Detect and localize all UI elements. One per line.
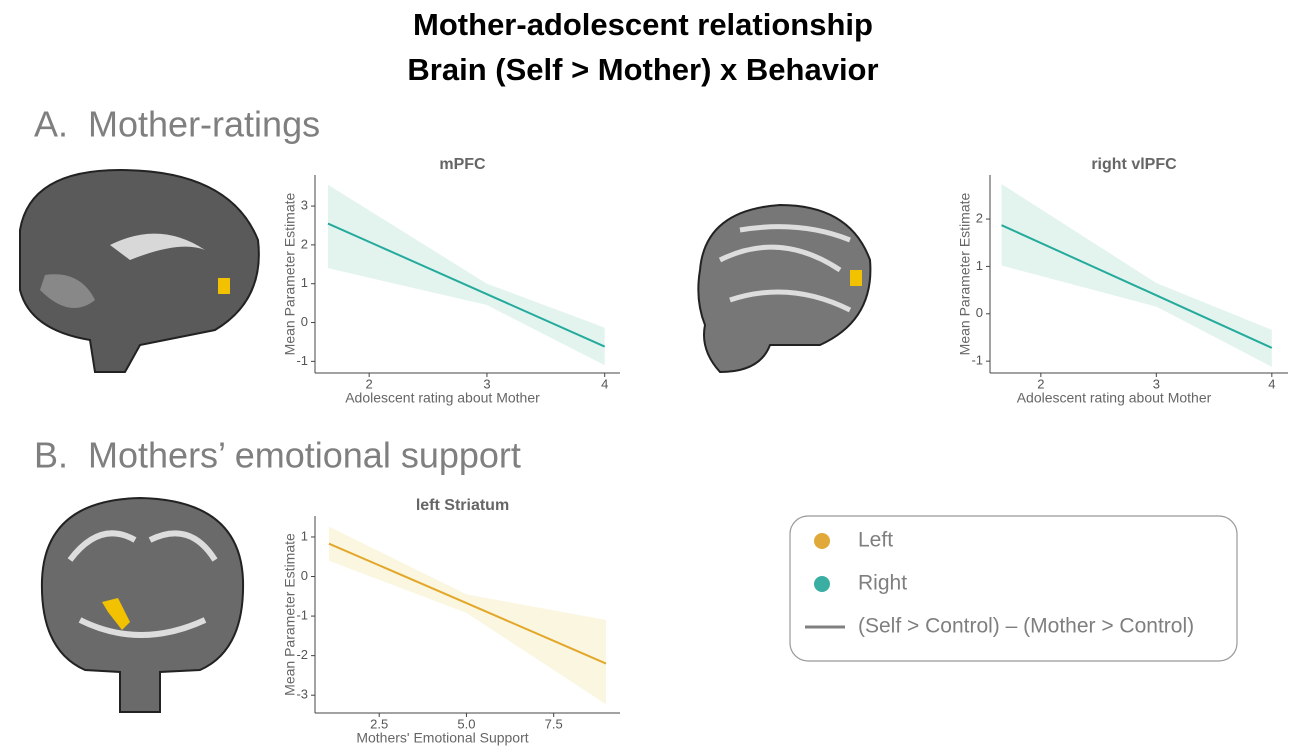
x-tick-label: 2 [1037,376,1044,391]
y-tick-label: -3 [296,687,308,702]
x-tick-label: 2.5 [370,716,388,731]
y-tick-label: 1 [301,528,308,543]
y-tick-label: 1 [301,275,308,290]
x-tick-label: 3 [483,376,490,391]
y-tick-label: -1 [971,353,983,368]
y-tick-label: 2 [301,236,308,251]
y-tick-label: 3 [301,197,308,212]
x-tick-label: 5.0 [457,716,475,731]
chart-title: right vlPFC [1091,156,1177,173]
y-axis-label: Mean Parameter Estimate [282,533,298,696]
figure-subtitle: Brain (Self > Mother) x Behavior [407,52,878,87]
legend-swatch [814,533,830,549]
regression-line [1001,224,1273,349]
y-tick-label: 0 [301,314,308,329]
y-tick-label: -1 [296,608,308,623]
legend-label: (Self > Control) – (Mother > Control) [858,615,1194,638]
x-tick-label: 3 [1153,376,1160,391]
y-tick-label: 0 [301,568,308,583]
chart-title: mPFC [439,156,486,173]
section-label: B. Mothers’ emotional support [34,435,521,476]
confidence-band [328,526,607,705]
confidence-band [1001,184,1272,367]
brain-coronal [40,496,245,713]
y-axis-label: Mean Parameter Estimate [282,192,298,355]
y-tick-label: 2 [976,210,983,225]
legend-box [789,515,1238,662]
y-tick-label: -1 [296,353,308,368]
y-tick-label: -2 [296,647,308,662]
x-tick-label: 7.5 [545,716,563,731]
y-tick-label: 0 [976,305,983,320]
x-axis-label: Adolescent rating about Mother [1017,390,1212,406]
chart-title: left Striatum [416,497,509,514]
legend-swatch [814,576,830,592]
figure-title: Mother-adolescent relationship [413,7,873,42]
section-label: A. Mother-ratings [34,104,320,145]
y-tick-label: 1 [976,258,983,273]
y-axis-label: Mean Parameter Estimate [957,192,973,355]
legend-label: Left [858,529,893,552]
x-axis-label: Adolescent rating about Mother [345,390,540,406]
brain-lateral [697,203,872,374]
brain-sagittal [19,168,260,373]
x-tick-label: 2 [366,376,373,391]
regression-line [327,222,606,348]
x-axis-label: Mothers' Emotional Support [356,730,528,746]
x-tick-label: 4 [1268,376,1275,391]
confidence-band [327,184,605,366]
x-tick-label: 4 [601,376,608,391]
legend-label: Right [858,572,907,595]
regression-line [328,542,607,665]
